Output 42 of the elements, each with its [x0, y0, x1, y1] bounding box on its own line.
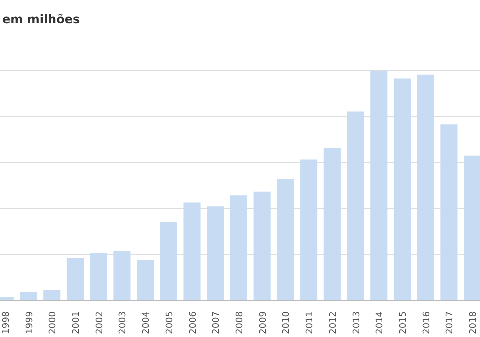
x-tick-label: 2018: [469, 311, 480, 334]
bar: [90, 253, 108, 300]
x-tick-label: 2012: [328, 312, 339, 334]
bar: [66, 258, 84, 300]
x-tick-label: 1999: [25, 311, 36, 334]
bar: [230, 196, 248, 300]
x-tick-label: 2008: [235, 311, 246, 334]
x-tick-label: 2011: [306, 312, 316, 334]
bar: [254, 192, 271, 300]
bar: [347, 112, 364, 300]
x-tick-label: 2007: [212, 312, 222, 334]
x-tick-label: 2005: [165, 312, 176, 334]
bar: [417, 74, 434, 300]
x-tick-label: 2013: [352, 312, 362, 334]
bar: [440, 124, 458, 300]
x-tick-label: 2010: [282, 311, 292, 334]
x-tick-label: 2006: [188, 311, 199, 334]
bar: [160, 222, 178, 300]
bar: [20, 292, 38, 300]
x-tick-label: 2004: [142, 311, 152, 334]
bar: [114, 251, 131, 300]
x-tick-label: 2009: [258, 311, 269, 334]
bar: [464, 156, 480, 300]
bar: [300, 160, 318, 300]
bar: [277, 179, 294, 300]
x-tick-label: 2000: [48, 311, 59, 334]
x-tick-label: 2017: [446, 312, 456, 334]
bar: [137, 260, 154, 300]
bar: [324, 148, 341, 300]
x-tick-label: 2001: [72, 312, 82, 334]
x-tick-label: 2014: [376, 311, 386, 334]
x-tick-label: 2002: [95, 312, 106, 334]
bar: [207, 206, 224, 300]
bar: [370, 70, 388, 300]
bar: [184, 202, 201, 300]
x-tick-label: 1998: [2, 311, 12, 334]
x-tick-label: 2003: [118, 312, 129, 334]
chart-title: em milhões: [2, 12, 80, 26]
bar: [394, 78, 412, 300]
x-tick-label: 2015: [398, 312, 409, 334]
x-tick-label: 2016: [422, 311, 432, 334]
bar: [44, 290, 61, 300]
